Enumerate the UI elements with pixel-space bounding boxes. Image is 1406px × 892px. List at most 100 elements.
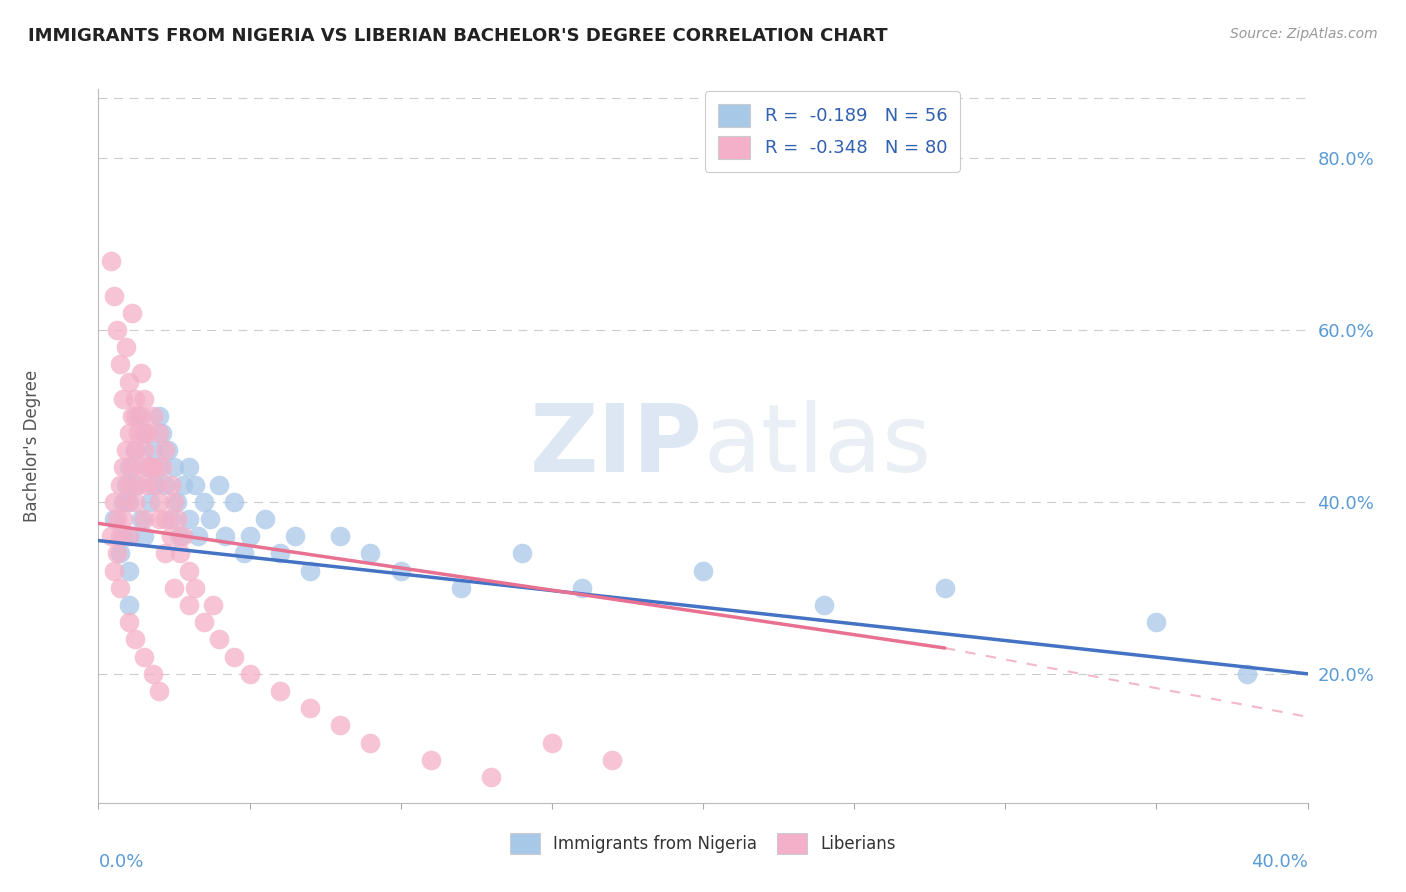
Point [132, 392, 155, 406]
Point [103, 495, 125, 509]
Point [108, 546, 131, 560]
Point [139, 495, 162, 509]
Point [169, 546, 191, 560]
Point [148, 426, 170, 441]
Point [111, 512, 134, 526]
Point [193, 615, 215, 630]
Point [111, 529, 134, 543]
Point [142, 409, 165, 423]
Point [153, 546, 176, 560]
Point [118, 426, 141, 441]
Point [118, 495, 141, 509]
Point [224, 495, 246, 509]
Point [163, 460, 186, 475]
Point [208, 477, 231, 491]
Point [163, 581, 186, 595]
Point [129, 512, 152, 526]
Point [132, 426, 155, 441]
Point [105, 546, 128, 560]
Point [129, 366, 152, 380]
Point [142, 666, 165, 681]
Point [148, 495, 170, 509]
Point [100, 254, 122, 268]
Point [108, 529, 131, 543]
Point [114, 495, 136, 509]
Point [108, 581, 131, 595]
Point [172, 477, 194, 491]
Point [179, 598, 201, 612]
Point [481, 770, 503, 784]
Point [132, 529, 155, 543]
Point [299, 564, 322, 578]
Point [121, 409, 143, 423]
Point [105, 512, 128, 526]
Point [1144, 615, 1167, 630]
Point [214, 529, 236, 543]
Point [121, 306, 143, 320]
Point [163, 495, 186, 509]
Point [127, 409, 149, 423]
Point [602, 753, 624, 767]
Point [179, 460, 201, 475]
Text: 40.0%: 40.0% [1251, 853, 1308, 871]
Point [124, 409, 146, 423]
Point [142, 460, 165, 475]
Point [100, 529, 122, 543]
Point [132, 649, 155, 664]
Point [329, 529, 352, 543]
Point [692, 564, 714, 578]
Point [160, 529, 183, 543]
Point [135, 477, 157, 491]
Point [132, 426, 155, 441]
Text: Bachelor's Degree: Bachelor's Degree [22, 370, 41, 522]
Point [111, 495, 134, 509]
Point [105, 323, 128, 337]
Point [299, 701, 322, 715]
Text: Source: ZipAtlas.com: Source: ZipAtlas.com [1230, 27, 1378, 41]
Point [118, 564, 141, 578]
Point [118, 529, 141, 543]
Point [934, 581, 956, 595]
Point [118, 460, 141, 475]
Point [129, 460, 152, 475]
Point [127, 477, 149, 491]
Point [540, 736, 562, 750]
Point [118, 615, 141, 630]
Point [153, 443, 176, 458]
Text: atlas: atlas [703, 400, 931, 492]
Point [127, 426, 149, 441]
Text: IMMIGRANTS FROM NIGERIA VS LIBERIAN BACHELOR'S DEGREE CORRELATION CHART: IMMIGRANTS FROM NIGERIA VS LIBERIAN BACH… [28, 27, 887, 45]
Point [129, 409, 152, 423]
Point [124, 392, 146, 406]
Point [813, 598, 835, 612]
Point [160, 477, 183, 491]
Point [184, 477, 207, 491]
Point [135, 426, 157, 441]
Point [1236, 666, 1258, 681]
Point [360, 546, 382, 560]
Point [114, 340, 136, 354]
Point [200, 512, 222, 526]
Point [108, 357, 131, 371]
Text: ZIP: ZIP [530, 400, 703, 492]
Point [153, 477, 176, 491]
Point [269, 546, 291, 560]
Point [179, 564, 201, 578]
Point [360, 736, 382, 750]
Point [142, 443, 165, 458]
Point [239, 529, 262, 543]
Point [160, 512, 183, 526]
Point [111, 460, 134, 475]
Point [224, 649, 246, 664]
Point [103, 288, 125, 302]
Point [124, 632, 146, 647]
Point [118, 598, 141, 612]
Point [114, 443, 136, 458]
Point [420, 753, 443, 767]
Point [148, 460, 170, 475]
Point [153, 512, 176, 526]
Point [132, 443, 155, 458]
Point [118, 529, 141, 543]
Point [156, 443, 179, 458]
Point [148, 409, 170, 423]
